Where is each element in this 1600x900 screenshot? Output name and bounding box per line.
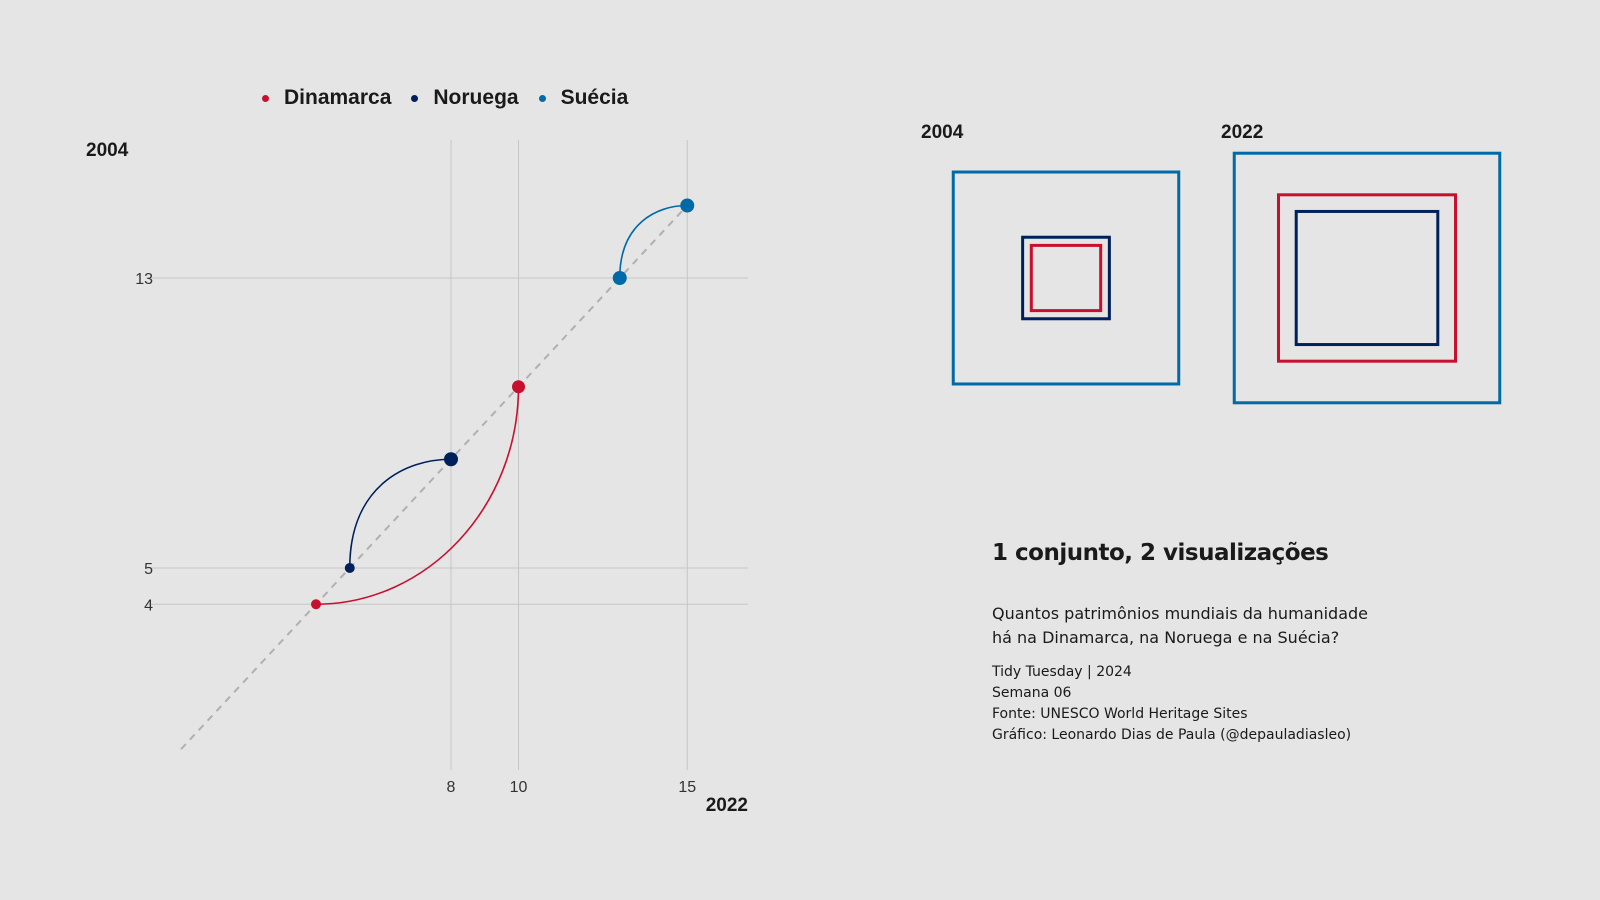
legend-item-dinamarca: Dinamarca xyxy=(262,86,391,110)
caption: 1 conjunto, 2 visualizações Quantos patr… xyxy=(992,540,1412,746)
caption-question: Quantos patrimônios mundiais da humanida… xyxy=(992,604,1368,647)
x-tick-label: 15 xyxy=(678,779,696,796)
legend-label: Noruega xyxy=(433,86,519,109)
point-2022-noruega xyxy=(444,452,458,467)
series-curve-noruega xyxy=(348,458,452,569)
point-2004-dinamarca xyxy=(311,599,321,610)
y-tick-label: 5 xyxy=(144,561,153,578)
legend-dot-icon xyxy=(411,94,419,102)
y-tick-label: 4 xyxy=(144,597,153,614)
square-2022-suécia xyxy=(1232,151,1502,405)
credit-line: Gráfico: Leonardo Dias de Paula (@depaul… xyxy=(992,727,1352,743)
credit-line: Fonte: UNESCO World Heritage Sites xyxy=(992,706,1248,722)
square-2022-dinamarca xyxy=(1277,193,1457,363)
legend-label: Suécia xyxy=(560,86,629,109)
series-curve-suécia xyxy=(618,204,688,279)
square-marks xyxy=(951,151,1502,405)
square-2004-noruega xyxy=(1021,235,1111,321)
legend-item-noruega: Noruega xyxy=(411,86,519,110)
gridlines xyxy=(146,140,748,770)
point-2022-suécia xyxy=(680,198,695,213)
scatter-chart: 4 5 13 8 10 15 2004 2022 xyxy=(86,140,748,816)
square-2004-dinamarca xyxy=(1029,243,1103,313)
series-points xyxy=(311,198,695,610)
reference-diagonal xyxy=(180,204,688,750)
x-axis-label: 2022 xyxy=(706,795,748,816)
panel-label-2004: 2004 xyxy=(921,122,964,143)
square-2022-noruega xyxy=(1294,209,1440,347)
point-2022-dinamarca xyxy=(512,380,525,394)
x-tick-label: 10 xyxy=(510,779,528,796)
legend-dot-icon xyxy=(262,94,269,102)
nested-squares-chart: 2004 2022 xyxy=(921,122,1502,405)
credit-line: Tidy Tuesday | 2024 xyxy=(992,664,1132,680)
square-2004-suécia xyxy=(951,170,1181,386)
point-2004-suécia xyxy=(612,271,627,285)
caption-title: 1 conjunto, 2 visualizações xyxy=(992,540,1329,566)
series-curve-dinamarca xyxy=(315,386,520,606)
series-curves xyxy=(315,204,688,606)
legend-dot-icon xyxy=(538,94,546,102)
caption-credits: Tidy Tuesday | 2024 Semana 06 Fonte: UNE… xyxy=(992,662,1412,746)
tick-labels: 4 5 13 8 10 15 xyxy=(135,271,696,796)
legend: Dinamarca Noruega Suécia xyxy=(262,86,648,110)
panel-label-2022: 2022 xyxy=(1221,122,1263,143)
legend-item-suecia: Suécia xyxy=(538,86,629,110)
point-2004-noruega xyxy=(344,563,355,573)
x-tick-label: 8 xyxy=(447,779,456,796)
y-axis-label: 2004 xyxy=(86,140,129,161)
legend-label: Dinamarca xyxy=(284,86,392,109)
credit-line: Semana 06 xyxy=(992,685,1072,701)
y-tick-label: 13 xyxy=(135,271,153,288)
